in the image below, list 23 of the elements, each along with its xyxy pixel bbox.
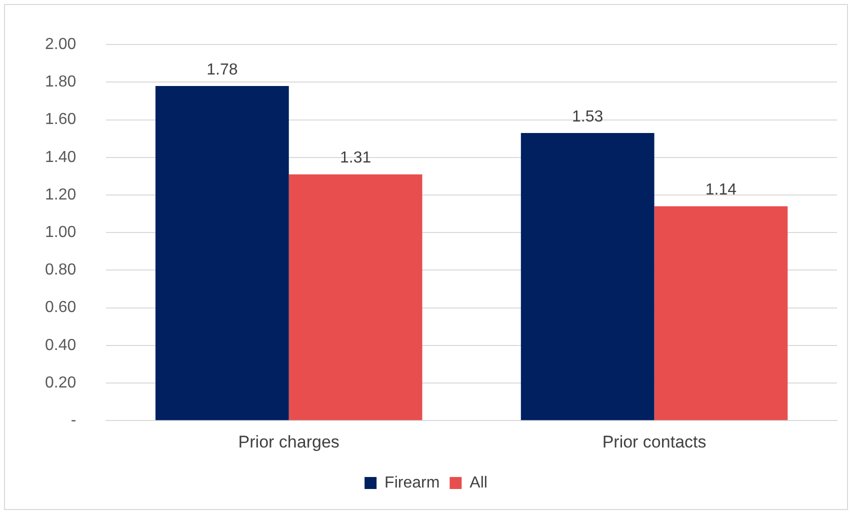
data-label: 1.53 (572, 108, 604, 126)
y-tick-label: 1.20 (45, 186, 76, 204)
y-tick-label: 1.60 (45, 111, 76, 128)
y-tick-label: 0.80 (45, 262, 76, 279)
data-label: 1.78 (206, 61, 238, 78)
bar (155, 86, 289, 420)
bar (520, 132, 654, 420)
y-tick-label: 1.40 (45, 148, 76, 166)
y-tick-label: 0.60 (45, 299, 76, 316)
y-tick-label: 2.00 (45, 36, 76, 54)
y-tick-label: 1.80 (45, 74, 76, 91)
bar (654, 206, 788, 420)
bar (288, 174, 422, 420)
legend-label: Firearm (384, 474, 440, 492)
y-tick-label: 0.20 (45, 374, 76, 392)
data-label: 1.31 (340, 150, 372, 167)
y-tick-label: 0.40 (45, 336, 76, 354)
y-tick-label: - (70, 412, 76, 430)
y-tick-label: 1.00 (45, 224, 76, 242)
legend-label: All (470, 474, 488, 492)
data-label: 1.14 (705, 182, 737, 199)
x-tick-label: Prior contacts (602, 432, 706, 452)
x-tick-label: Prior charges (238, 432, 340, 452)
